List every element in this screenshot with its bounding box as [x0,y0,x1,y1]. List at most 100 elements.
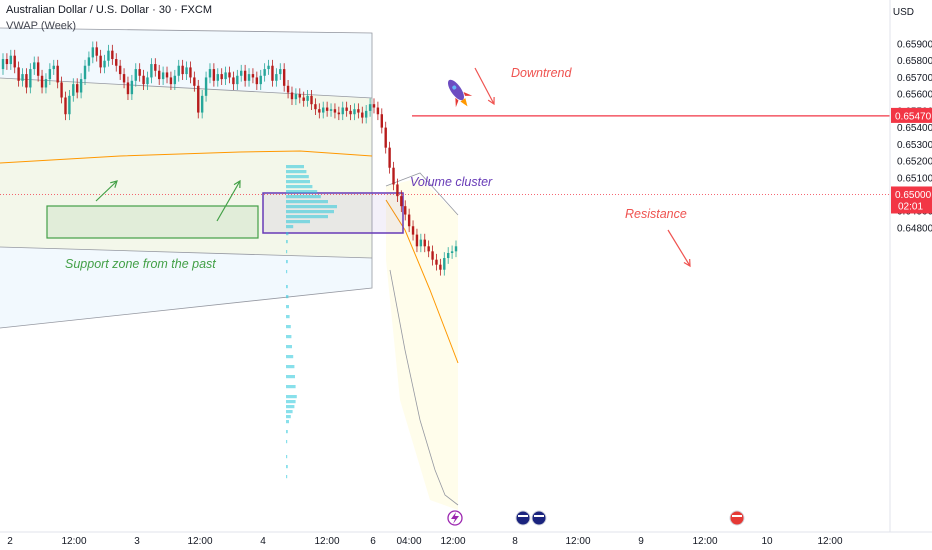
resistance-price-label: 0.65470 [895,111,932,122]
candle-body [404,206,407,215]
time-tick-label: 12:00 [187,536,212,547]
candle-body [446,253,450,259]
price-tick-label: 0.65400 [897,123,932,134]
volume-profile-bar [286,285,288,289]
candle-body [204,77,208,96]
vwap-week2-lower-line [389,269,459,506]
volume-profile-bar [286,315,290,319]
candle-body [247,74,251,81]
time-tick-label: 12:00 [817,536,842,547]
vwap-lower-inner-line [0,246,373,259]
time-tick-label: 12:00 [692,536,717,547]
volume-profile-bar [286,195,321,199]
volume-profile-bar [286,410,293,414]
candle-body [322,107,325,113]
candle-body [267,65,270,70]
candle-body [158,70,161,80]
time-tick-label: 12:00 [61,536,86,547]
volume-profile-bar [286,260,288,264]
candle-body [95,47,98,56]
candle-body [431,251,434,260]
candle-body [29,69,32,88]
candle-body [200,95,204,113]
last-price-tag [891,186,932,214]
candle-body [415,234,419,247]
price-tick-label: 0.65200 [897,157,932,168]
price-tick-label: 0.65900 [897,40,932,51]
candle-body [208,69,212,78]
vwap-outer-band-line [0,27,373,329]
candle-body [454,246,458,252]
volume-profile-bar [286,165,304,169]
volume-profile-bar [286,170,307,174]
resistance-arrow [667,229,691,268]
candle-body [197,85,200,113]
candle-body [361,112,364,118]
candle-body [392,167,395,185]
candle-body [1,59,5,70]
volume-profile-bar [286,232,289,236]
candle-body [169,77,173,85]
candle-body [384,127,387,148]
downtrend-arrow [474,67,495,106]
price-tick-label: 0.65300 [897,140,932,151]
candle-body [115,59,118,66]
candle-body [439,264,442,270]
candle-body [271,65,274,81]
time-tick-label: 04:00 [396,536,421,547]
australia-flag-icon [531,510,547,526]
candle-body [173,75,177,85]
time-tick-label: 12:00 [565,536,590,547]
australia-flag-icon [515,510,531,526]
volume-profile-bar [286,355,294,359]
candle-body [298,94,301,98]
candle-body [228,72,231,78]
volume-profile-bar [286,270,288,274]
candle-body [212,69,216,81]
candle-body [60,82,63,98]
volume-profile-bar [286,465,288,469]
volume-profile [286,165,337,479]
candles [1,41,458,276]
candle-body [282,69,286,86]
candle-body [40,75,44,88]
candle-body [138,69,141,76]
volume-profile-bar [286,305,289,309]
support-zone-label: Support zone from the past [65,257,216,271]
candle-body [83,65,87,80]
time-tick-label: 9 [638,536,644,547]
candle-body [122,74,126,83]
symbol-title[interactable]: Australian Dollar / U.S. Dollar · 30 · F… [6,4,212,16]
volume-profile-bar [286,455,288,459]
candle-body [325,107,329,111]
candle-body [87,57,91,66]
time-tick-label: 10 [761,536,773,547]
vwap-inner-band-fill [0,78,372,258]
candle-body [435,259,438,265]
candle-body [150,64,153,78]
vwap-line [0,150,373,164]
volume-profile-bar [286,220,310,224]
time-tick-label: 3 [134,536,140,547]
candle-body [357,109,360,113]
countdown-label: 02:01 [898,201,923,212]
candle-body [33,62,36,70]
volume-profile-bar [286,345,292,349]
candle-body [306,95,309,101]
candle-body [372,104,376,108]
candle-body [302,97,305,101]
volume-profile-bar [286,395,297,399]
resistance-label: Resistance [625,207,687,221]
indicator-label[interactable]: VWAP (Week) [6,20,77,32]
candle-body [181,65,184,75]
time-tick-label: 4 [260,536,266,547]
candle-body [419,239,423,247]
candle-body [411,226,415,235]
volume-profile-bar [286,430,288,434]
time-tick-label: 12:00 [314,536,339,547]
volume-profile-bar [286,225,294,229]
candle-body [134,69,137,81]
candle-body [263,69,266,76]
volume-profile-bar [286,250,288,254]
